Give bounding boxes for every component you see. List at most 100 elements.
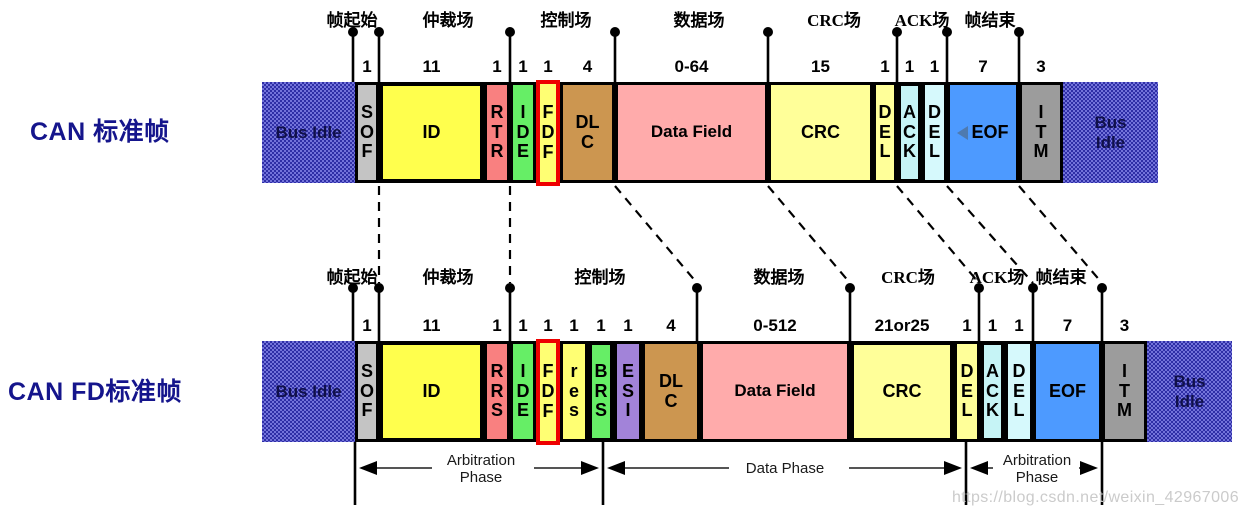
field-label-sof: S O F [359, 360, 374, 421]
field-bus-idle-left: Bus Idle [262, 341, 355, 442]
field-crc: CRC [768, 82, 873, 183]
callout-label: CRC场 [881, 268, 935, 287]
callout-dot [845, 283, 855, 293]
callout-label: CRC场 [807, 11, 861, 30]
callout-dot [692, 283, 702, 293]
field-label-ack: A C K [986, 360, 999, 421]
field-label-ide: I D E [516, 360, 530, 421]
bit-count-esi: 1 [623, 316, 633, 335]
callout-label: 帧结束 [1035, 268, 1087, 287]
field-label-bus-idle-left: Bus Idle [275, 122, 342, 142]
field-label-itm: I T M [1117, 360, 1132, 421]
bit-count-ide: 1 [518, 57, 528, 76]
bit-count-ide: 1 [518, 316, 528, 335]
callout-dot [610, 27, 620, 37]
callout-label: 控制场 [540, 11, 592, 30]
field-sof: S O F [355, 341, 379, 442]
field-label-ide: I D E [516, 101, 530, 162]
field-id: ID [379, 341, 484, 442]
field-eof: EOF [1033, 341, 1102, 442]
callout-dot [505, 27, 515, 37]
field-data-field: Data Field [700, 341, 850, 442]
bit-count-eof: 7 [1062, 316, 1073, 335]
field-del-crc: D E L [873, 82, 897, 183]
callout-label: ACK场 [969, 268, 1025, 287]
phase-left-arrowhead [607, 461, 625, 475]
frame-mapping-dashed-line [614, 185, 698, 284]
row-title-can: CAN 标准帧 [30, 118, 170, 146]
callout-label: 仲裁场 [422, 268, 474, 287]
field-label-bus-idle-left: Bus Idle [275, 381, 342, 401]
field-esi: E S I [614, 341, 642, 442]
field-itm: I T M [1102, 341, 1147, 442]
field-rrs: R R S [484, 341, 510, 442]
bit-count-del-ack: 1 [1014, 316, 1024, 335]
field-label-del-crc: D E L [878, 101, 892, 162]
field-label-sof: S O F [359, 101, 374, 162]
phase-label: Arbitration Phase [442, 452, 520, 487]
callout-label: 控制场 [574, 268, 626, 287]
field-label-dlc: DL C [659, 370, 683, 411]
field-crc: CRC [850, 341, 954, 442]
bit-count-dlc: 4 [582, 57, 593, 76]
phase-left-arrowhead [359, 461, 377, 475]
callout-dot [505, 283, 515, 293]
callout-label: ACK场 [894, 11, 950, 30]
phase-left-arrowhead [970, 461, 988, 475]
field-dlc: DL C [642, 341, 700, 442]
bit-count-del-ack: 1 [929, 57, 940, 76]
row-title-canfd: CAN FD标准帧 [8, 378, 182, 406]
field-label-bus-idle-right: Bus Idle [1173, 371, 1206, 411]
field-fdf: F D F [536, 80, 560, 186]
field-label-eof: EOF [1048, 380, 1086, 401]
field-fdf: F D F [536, 339, 560, 445]
bit-count-sof: 1 [362, 316, 372, 335]
field-label-del-ack: D E L [928, 101, 941, 162]
field-label-del-ack: D E L [1012, 360, 1026, 421]
field-label-ack: A C K [903, 101, 916, 162]
bit-count-fdf: 1 [543, 316, 553, 335]
callout-label: 数据场 [753, 268, 805, 287]
watermark-url: https://blog.csdn.net/weixin_42967006 [952, 489, 1238, 506]
phase-right-arrowhead [944, 461, 962, 475]
field-label-crc: CRC [801, 121, 840, 142]
callout-label: 帧起始 [326, 268, 378, 287]
bit-count-itm: 3 [1036, 57, 1046, 76]
field-brs: B R S [588, 341, 614, 442]
bit-count-crc: 15 [811, 57, 830, 76]
bit-count-sof: 1 [362, 57, 372, 76]
field-del-crc: D E L [954, 341, 980, 442]
field-label-bus-idle-right: Bus Idle [1094, 112, 1127, 152]
field-label-brs: B R S [594, 360, 608, 421]
callout-label: 数据场 [673, 11, 725, 30]
callout-dot [1014, 27, 1024, 37]
field-label-esi: E S I [621, 360, 634, 421]
field-res: r e s [560, 341, 588, 442]
bit-count-data-field: 0-512 [753, 316, 797, 335]
field-label-fdf: F D F [541, 102, 555, 162]
field-del-ack: D E L [1005, 341, 1033, 442]
phase-right-arrowhead [1080, 461, 1098, 475]
eof-arrow-icon [957, 125, 969, 140]
callout-label: 仲裁场 [422, 11, 474, 30]
field-eof: EOF [947, 82, 1019, 183]
callout-label: 帧结束 [964, 11, 1016, 30]
field-data-field: Data Field [615, 82, 768, 183]
field-bus-idle-right: Bus Idle [1147, 341, 1232, 442]
bit-count-eof: 7 [978, 57, 988, 76]
field-dlc: DL C [560, 82, 615, 183]
callout-dot [763, 27, 773, 37]
bit-count-id: 11 [422, 57, 441, 76]
callout-dot [1097, 283, 1107, 293]
field-id: ID [379, 82, 484, 183]
bit-count-id: 11 [422, 316, 441, 335]
field-label-id: ID [422, 121, 441, 142]
field-ide: I D E [510, 82, 536, 183]
field-sof: S O F [355, 82, 379, 183]
field-label-data-field: Data Field [734, 381, 816, 401]
bit-count-crc: 21or25 [874, 316, 930, 335]
bit-count-brs: 1 [596, 316, 606, 335]
field-ide: I D E [510, 341, 536, 442]
phase-right-arrowhead [581, 461, 599, 475]
